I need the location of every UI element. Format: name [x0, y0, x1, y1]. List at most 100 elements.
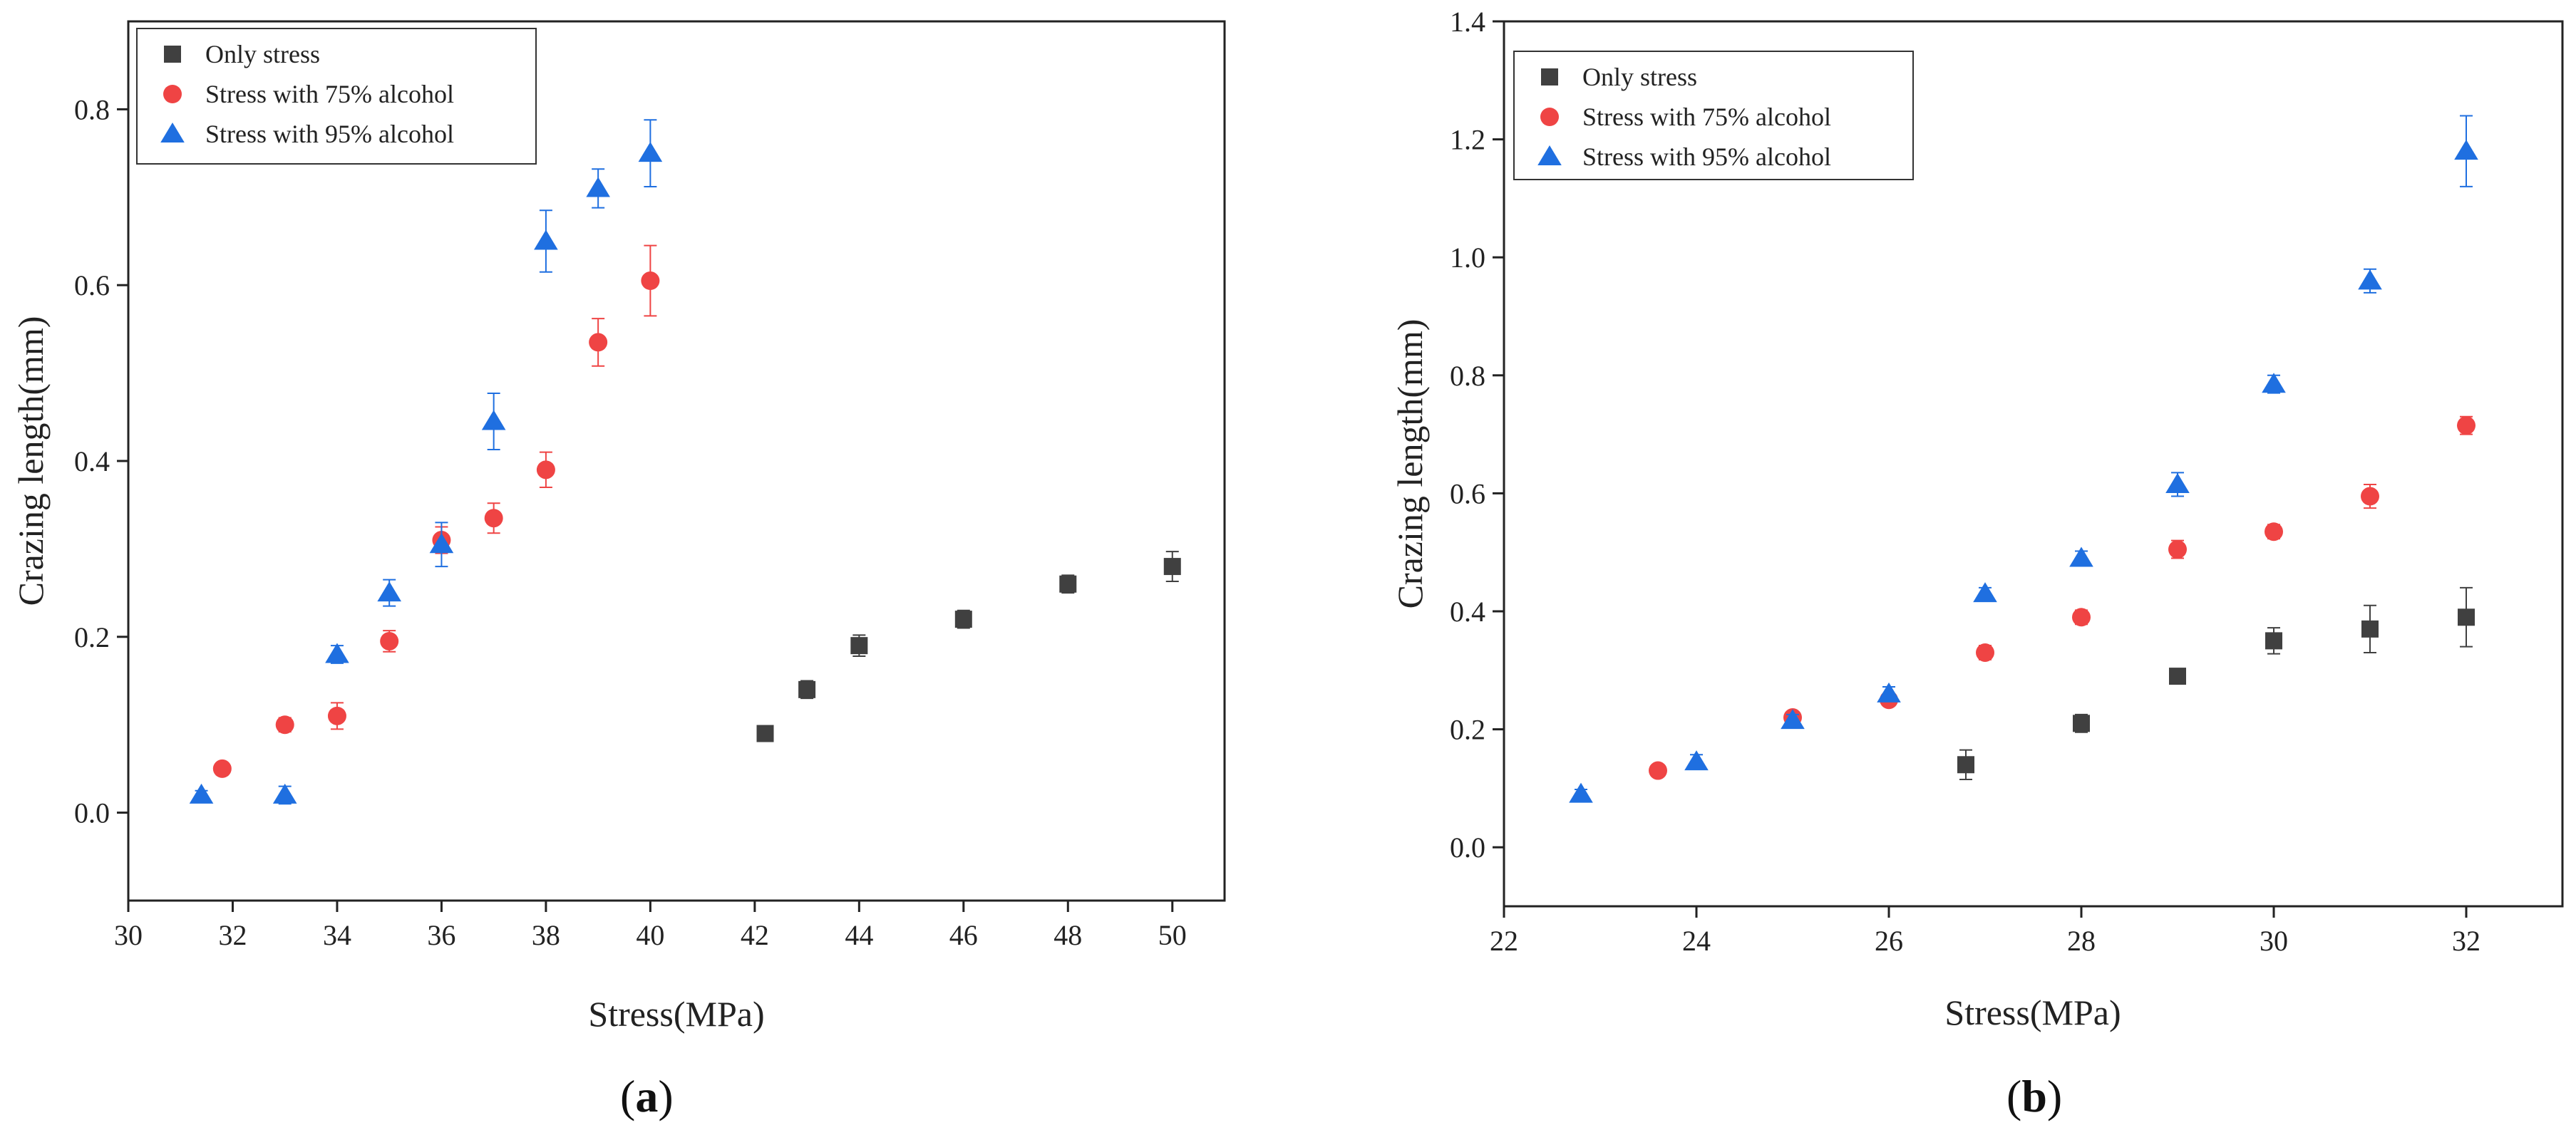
legend-b: Only stress Stress with 75% alcohol Stress… — [1513, 51, 1914, 180]
point-b-0-3 — [2265, 632, 2282, 650]
point-a-2-4 — [429, 533, 454, 554]
legend-label-a-2: Stress with 95% alcohol — [205, 120, 454, 148]
point-a-2-6 — [534, 229, 558, 250]
y-tick-label-a-2: 0.4 — [74, 445, 110, 477]
point-a-2-1 — [272, 783, 297, 804]
legend-a: Only stress Stress with 75% alcohol Stress… — [136, 28, 537, 165]
panel-letter-a: a — [635, 1071, 658, 1121]
point-a-0-2 — [850, 637, 868, 655]
x-tick-label-b-4: 30 — [2260, 925, 2288, 957]
point-b-1-4 — [2072, 608, 2091, 627]
y-tick-label-b-7: 1.4 — [1450, 6, 1485, 38]
point-a-2-5 — [481, 410, 506, 430]
y-tick-label-a-4: 0.8 — [74, 93, 110, 125]
point-b-1-3 — [1976, 643, 1994, 662]
point-b-0-5 — [2458, 608, 2475, 626]
legend-marker-a-0 — [164, 46, 181, 63]
x-tick-label-a-1: 32 — [218, 919, 247, 951]
point-b-2-9 — [2454, 140, 2478, 160]
panel-label-a: (a) — [620, 1071, 674, 1121]
point-b-2-3 — [1877, 682, 1901, 703]
point-a-0-5 — [1163, 558, 1181, 576]
x-tick-label-b-1: 24 — [1682, 925, 1711, 957]
point-b-1-7 — [2361, 487, 2379, 506]
x-tick-label-b-0: 22 — [1490, 925, 1518, 957]
y-axis-title-b: Crazing length(mm) — [1390, 319, 1430, 609]
chart-panel-a: Stress(MPa) Crazing length(mm) (a) 30 32 3… — [11, 20, 1226, 1121]
x-axis-title-b: Stress(MPa) — [1944, 992, 2121, 1032]
point-a-1-3 — [380, 631, 399, 650]
y-tick-label-b-2: 0.4 — [1450, 596, 1485, 628]
x-tick-label-a-6: 42 — [741, 919, 769, 951]
legend-label-b-0: Only stress — [1582, 63, 1697, 91]
plot-frame-b — [1503, 20, 2564, 908]
point-a-2-7 — [586, 177, 610, 197]
x-tick-label-a-0: 30 — [114, 919, 143, 951]
point-a-1-6 — [536, 460, 555, 480]
legend-marker-b-1 — [1540, 108, 1559, 126]
legend-marker-a-1 — [163, 85, 182, 103]
point-b-2-8 — [2358, 269, 2382, 290]
legend-label-b-1: Stress with 75% alcohol — [1582, 103, 1831, 131]
y-tick-label-b-4: 0.8 — [1450, 360, 1485, 392]
point-b-1-6 — [2265, 522, 2283, 541]
point-b-2-6 — [2165, 472, 2190, 493]
point-a-0-4 — [1059, 575, 1077, 593]
point-b-1-5 — [2168, 540, 2187, 559]
x-tick-label-a-9: 48 — [1053, 919, 1082, 951]
series-b-2 — [1569, 115, 2478, 803]
legend-box-b — [1513, 51, 1914, 180]
series-b-1 — [1649, 415, 2475, 780]
series-a-2 — [189, 119, 663, 805]
x-tick-label-a-3: 36 — [427, 919, 455, 951]
y-tick-label-b-3: 0.6 — [1450, 477, 1485, 509]
legend-label-a-0: Only stress — [205, 40, 320, 68]
y-tick-label-a-3: 0.6 — [74, 269, 110, 301]
y-tick-label-b-1: 0.2 — [1450, 714, 1485, 746]
y-tick-label-b-0: 0.0 — [1450, 831, 1485, 864]
legend-marker-a-2 — [160, 123, 185, 142]
point-b-0-1 — [2073, 715, 2090, 732]
point-a-0-3 — [954, 611, 972, 628]
point-a-0-0 — [756, 725, 774, 742]
point-b-1-8 — [2457, 416, 2475, 435]
point-b-2-7 — [2262, 373, 2286, 393]
x-tick-label-a-5: 40 — [636, 919, 664, 951]
x-axis-title-a: Stress(MPa) — [588, 994, 764, 1034]
y-axis-title-a: Crazing length(mm) — [11, 316, 51, 606]
point-b-0-0 — [1957, 756, 1974, 774]
x-tick-label-b-3: 28 — [2067, 925, 2096, 957]
y-tick-label-b-5: 1.0 — [1450, 242, 1485, 274]
point-b-2-1 — [1684, 750, 1709, 771]
legend-label-a-1: Stress with 75% alcohol — [205, 80, 454, 108]
point-a-1-5 — [484, 509, 503, 528]
point-a-1-8 — [641, 271, 660, 291]
series-b-0 — [1957, 586, 2475, 780]
x-tick-label-b-2: 26 — [1875, 925, 1903, 957]
point-a-1-0 — [212, 759, 232, 778]
panel-label-b: (b) — [2006, 1071, 2062, 1121]
chart-panel-b: Stress(MPa) Crazing length(mm) (b) 22 24 2… — [1390, 6, 2564, 1121]
point-a-0-1 — [798, 680, 816, 698]
point-b-0-2 — [2169, 668, 2186, 685]
legend-marker-b-2 — [1537, 145, 1562, 165]
y-tick-label-b-6: 1.2 — [1450, 124, 1485, 156]
point-b-2-2 — [1781, 709, 1805, 730]
point-a-2-0 — [189, 783, 214, 804]
point-a-2-2 — [325, 643, 349, 663]
legend-marker-b-0 — [1541, 68, 1558, 85]
point-b-0-4 — [2361, 620, 2379, 638]
x-tick-label-b-5: 32 — [2452, 925, 2480, 957]
x-tick-label-a-4: 38 — [532, 919, 560, 951]
x-tick-label-a-10: 50 — [1158, 919, 1187, 951]
point-a-1-7 — [589, 333, 608, 352]
panel-letter-b: b — [2021, 1071, 2047, 1121]
point-a-1-1 — [275, 715, 294, 735]
point-b-2-5 — [2069, 546, 2093, 567]
point-a-1-2 — [327, 706, 346, 725]
point-a-2-3 — [377, 581, 401, 602]
point-a-2-8 — [638, 142, 663, 162]
y-tick-label-a-1: 0.2 — [74, 621, 110, 653]
legend-label-b-2: Stress with 95% alcohol — [1582, 142, 1831, 171]
